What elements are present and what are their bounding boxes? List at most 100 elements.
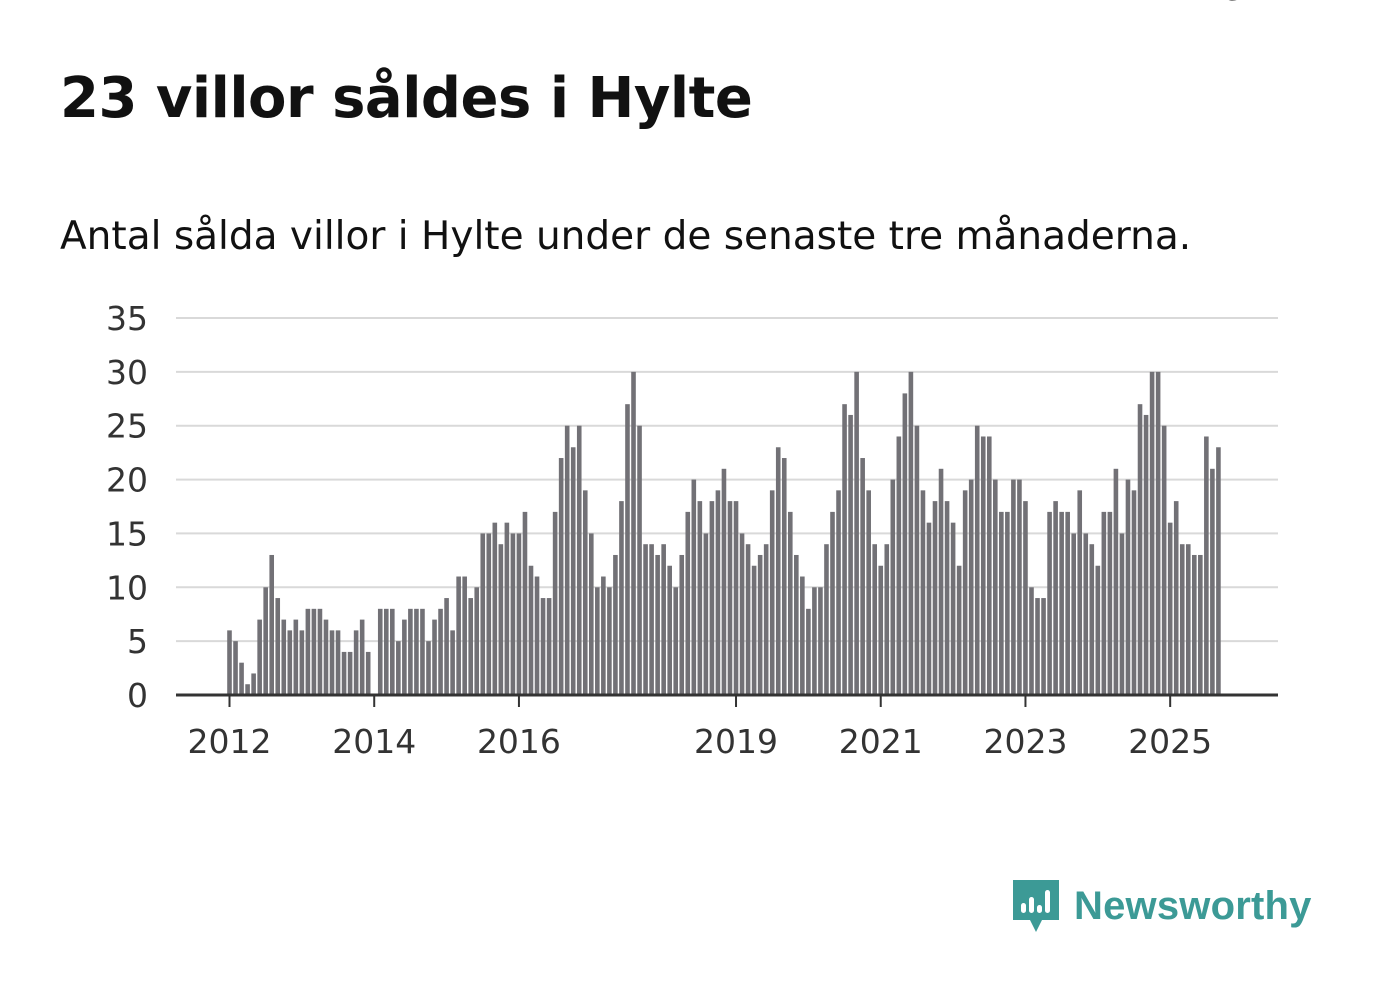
bar [993, 479, 998, 695]
gridlines [176, 317, 1278, 643]
bar [920, 490, 926, 695]
highlight-value-label: 23 [1205, 0, 1243, 8]
bar [329, 630, 335, 695]
y-axis-ticks: 0 5 10 15 20 25 30 35 [106, 299, 148, 715]
bar [522, 511, 528, 695]
bar [661, 544, 666, 695]
y-tick-label: 20 [106, 461, 148, 500]
bar [1155, 371, 1161, 695]
bar [601, 576, 606, 695]
bar [806, 608, 811, 695]
bar [745, 544, 751, 695]
bar [643, 544, 648, 695]
bar [902, 393, 908, 695]
bar [655, 554, 660, 695]
bar [359, 619, 365, 695]
bar [1017, 479, 1022, 695]
bar [1173, 501, 1179, 695]
chart-subtitle: Antal sålda villor i Hylte under de sena… [60, 214, 1192, 259]
bar [299, 630, 305, 695]
bar [468, 598, 473, 695]
bar [932, 501, 938, 695]
brand-name: Newsworthy [1074, 883, 1312, 928]
bar [980, 436, 986, 695]
bar [1137, 404, 1143, 695]
bar [589, 533, 594, 695]
bar [649, 544, 654, 695]
bar [818, 587, 823, 695]
bar [1149, 371, 1155, 695]
y-tick-label: 15 [106, 514, 148, 553]
bar [287, 630, 293, 695]
bar [866, 490, 871, 695]
bar [685, 511, 691, 695]
bar [1071, 533, 1076, 695]
y-tick-label: 0 [127, 676, 148, 715]
bar [432, 619, 437, 695]
bar [896, 436, 902, 695]
bar [739, 533, 745, 695]
bar [1210, 468, 1215, 695]
bar [251, 673, 256, 695]
bar [721, 468, 727, 695]
bar [492, 522, 498, 695]
bar [1107, 511, 1113, 695]
bar [733, 501, 739, 695]
bar [950, 522, 956, 695]
bar [1095, 565, 1101, 695]
bar [751, 565, 757, 695]
bar [1125, 479, 1131, 695]
y-tick-label: 10 [106, 568, 148, 607]
bar [836, 490, 841, 695]
bar [233, 641, 238, 695]
y-tick-label: 30 [106, 353, 148, 392]
bar [914, 425, 920, 695]
bar [673, 587, 679, 695]
bar [812, 587, 817, 695]
bar [450, 630, 455, 695]
bar [1161, 425, 1167, 695]
bar [697, 501, 703, 695]
bar [830, 511, 835, 695]
bar [787, 511, 793, 695]
bar [667, 565, 672, 695]
bar [552, 511, 558, 695]
bar [402, 619, 407, 695]
bar [986, 436, 992, 695]
bar [576, 425, 582, 695]
bar [938, 468, 944, 695]
bar [1179, 544, 1185, 695]
bar [884, 544, 890, 695]
bar [709, 501, 715, 695]
bar [444, 598, 449, 695]
bar [715, 490, 721, 695]
bar [263, 587, 268, 695]
newsworthy-logo-icon [1013, 880, 1059, 932]
bar [305, 608, 311, 695]
bar [498, 544, 504, 695]
bar [456, 576, 461, 695]
bar [1083, 533, 1089, 695]
bar [269, 554, 275, 695]
x-tick-label: 2021 [839, 722, 923, 761]
y-tick-label: 5 [127, 622, 148, 661]
bar [1167, 522, 1173, 695]
bar [848, 414, 853, 695]
bar [872, 544, 878, 695]
bar [890, 479, 896, 695]
bar [962, 490, 968, 695]
bar [414, 608, 419, 695]
bar [582, 490, 588, 695]
bar [227, 630, 232, 695]
bar [365, 651, 371, 695]
bar [1216, 447, 1221, 695]
bar [1077, 490, 1083, 695]
bar [353, 630, 359, 695]
bar [794, 554, 799, 695]
bar [1192, 554, 1197, 695]
y-tick-label: 25 [106, 407, 148, 446]
bar [637, 425, 642, 695]
bar [1059, 511, 1064, 695]
bar [769, 490, 775, 695]
